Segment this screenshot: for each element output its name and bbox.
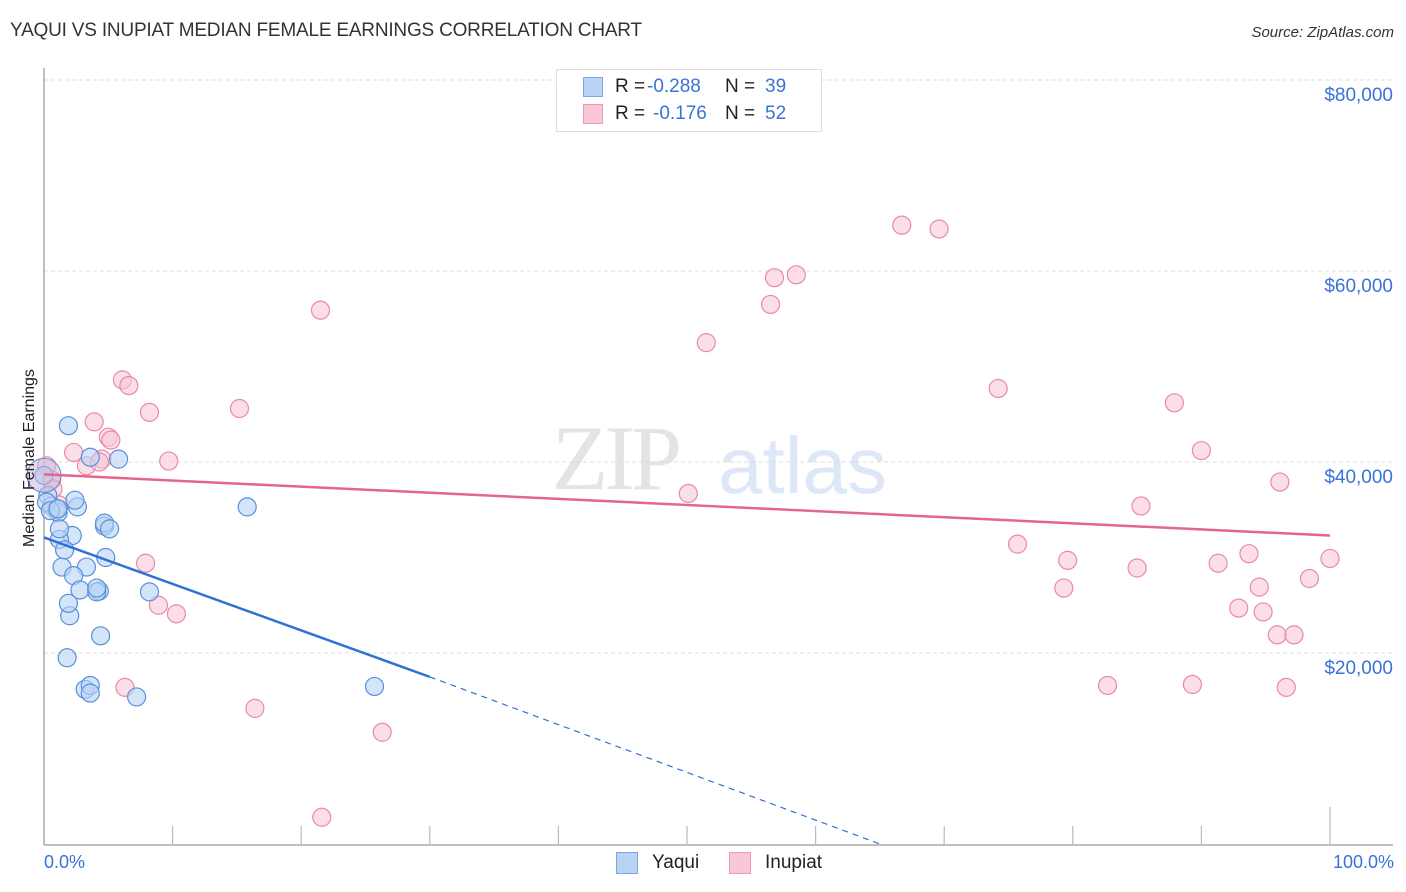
yaqui-swatch-icon xyxy=(583,77,603,97)
yaqui-point xyxy=(48,499,68,519)
chart-title: YAQUI VS INUPIAT MEDIAN FEMALE EARNINGS … xyxy=(10,20,642,41)
yaqui-point xyxy=(90,626,111,646)
correlation-legend: R = -0.288 N = 39 R = -0.176 N = 52 xyxy=(556,69,822,132)
inupiat-point xyxy=(1320,548,1340,569)
inupiat-trend-line xyxy=(43,473,1331,537)
yaqui-point xyxy=(57,648,77,668)
n-label: N = xyxy=(725,76,756,97)
yaqui-point xyxy=(139,582,160,602)
inupiat-point xyxy=(101,430,121,450)
inupiat-point xyxy=(1253,602,1273,622)
n-label: N = xyxy=(725,103,756,124)
yaqui-point xyxy=(87,578,107,598)
inupiat-point xyxy=(1127,558,1147,578)
y-tick-80000: $80,000 xyxy=(1324,85,1393,106)
inupiat-point xyxy=(135,553,156,573)
yaqui-point xyxy=(237,497,257,517)
legend-row-inupiat: R = -0.176 N = 52 xyxy=(583,102,786,126)
legend-row-yaqui: R = -0.288 N = 39 xyxy=(583,75,786,99)
inupiat-point xyxy=(166,604,187,624)
inupiat-point xyxy=(1270,472,1290,492)
inupiat-point xyxy=(245,698,265,718)
y-tick-40000: $40,000 xyxy=(1324,467,1393,488)
yaqui-point xyxy=(364,676,385,697)
inupiat-point xyxy=(1249,577,1269,597)
inupiat-swatch-icon xyxy=(729,852,751,874)
y-tick-60000: $60,000 xyxy=(1324,276,1393,297)
inupiat-point xyxy=(139,402,160,422)
r-label: R = xyxy=(615,76,646,97)
yaqui-point xyxy=(58,593,79,613)
r-value: -0.176 xyxy=(653,103,707,124)
inupiat-point xyxy=(929,219,949,239)
inupiat-point xyxy=(372,722,392,742)
yaqui-point xyxy=(49,519,70,539)
inupiat-point xyxy=(988,378,1008,399)
y-axis-label: Median Female Earnings xyxy=(21,369,38,547)
inupiat-swatch-icon xyxy=(583,104,603,124)
inupiat-point xyxy=(1054,578,1074,598)
inupiat-point xyxy=(1208,553,1228,573)
watermark-atlas: atlas xyxy=(718,421,887,510)
inupiat-point xyxy=(84,412,104,432)
r-label: R = xyxy=(615,103,646,124)
inupiat-point xyxy=(1191,440,1212,461)
inupiat-point xyxy=(1131,496,1151,516)
yaqui-point xyxy=(108,449,129,469)
inupiat-point xyxy=(63,442,84,463)
inupiat-point xyxy=(1239,544,1259,564)
r-value: -0.288 xyxy=(647,76,701,97)
yaqui-point xyxy=(65,490,85,510)
watermark-zip: ZIP xyxy=(552,407,682,509)
inupiat-point xyxy=(310,300,331,320)
x-tick-100: 100.0% xyxy=(1332,852,1394,872)
yaqui-swatch-icon xyxy=(616,852,638,874)
yaqui-point xyxy=(80,447,100,467)
yaqui-point xyxy=(58,416,79,436)
inupiat-point xyxy=(1276,677,1296,697)
inupiat-point xyxy=(760,294,781,315)
inupiat-point xyxy=(1229,598,1249,618)
legend-label-inupiat: Inupiat xyxy=(765,852,823,873)
inupiat-point xyxy=(119,376,139,396)
inupiat-point xyxy=(1182,674,1202,695)
x-tick-0: 0.0% xyxy=(44,852,86,872)
inupiat-point xyxy=(1097,675,1118,696)
yaqui-point xyxy=(126,687,147,707)
bottom-legend-inupiat: Inupiat xyxy=(729,852,822,874)
inupiat-point xyxy=(696,333,716,353)
bottom-legend-yaqui: Yaqui xyxy=(616,852,699,874)
inupiat-point xyxy=(229,398,250,419)
source-credit: Source: ZipAtlas.com xyxy=(1251,24,1394,41)
yaqui-trend-line xyxy=(43,536,431,679)
n-value: 39 xyxy=(765,76,787,97)
inupiat-point xyxy=(1284,625,1304,645)
yaqui-trend-extension xyxy=(429,676,881,845)
inupiat-point xyxy=(1299,568,1320,589)
yaqui-point xyxy=(80,683,100,703)
inupiat-point xyxy=(312,807,332,827)
n-value: 52 xyxy=(765,103,787,124)
yaqui-point xyxy=(99,519,120,539)
inupiat-point xyxy=(764,268,785,288)
inupiat-point xyxy=(786,265,806,285)
inupiat-point xyxy=(678,483,698,504)
inupiat-point xyxy=(159,451,179,471)
y-tick-20000: $20,000 xyxy=(1324,658,1393,679)
inupiat-point xyxy=(1164,393,1184,413)
inupiat-point xyxy=(1267,625,1287,645)
inupiat-point xyxy=(892,215,912,235)
inupiat-point xyxy=(148,595,169,615)
inupiat-point xyxy=(1007,534,1028,554)
legend-label-yaqui: Yaqui xyxy=(652,852,700,873)
inupiat-point xyxy=(1058,550,1078,570)
